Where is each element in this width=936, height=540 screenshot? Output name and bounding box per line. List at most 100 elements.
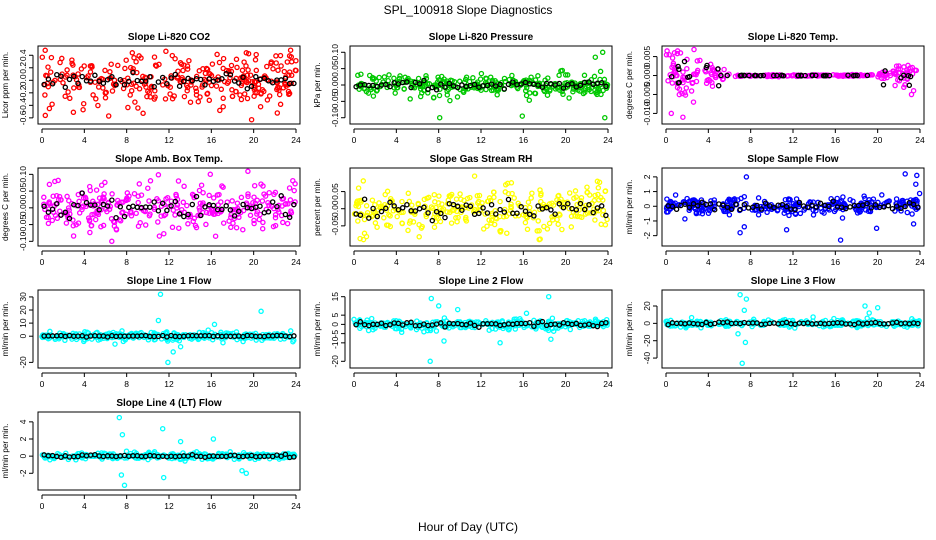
data-point — [155, 317, 162, 324]
data-point — [546, 220, 553, 227]
x-tick-label: 24 — [291, 135, 301, 145]
hourly-mean-point — [581, 206, 588, 213]
hourly-mean-point — [130, 203, 136, 209]
hourly-mean-point — [898, 205, 904, 212]
hourly-mean-point — [560, 204, 567, 211]
data-point — [118, 472, 125, 478]
hourly-mean-point — [357, 319, 364, 325]
data-point — [458, 196, 464, 202]
data-point — [421, 329, 427, 335]
y-axis: -0.10-0.050.000.050.10 — [18, 166, 34, 251]
data-point — [735, 197, 741, 203]
y-tick-label: 0.0 — [18, 74, 28, 86]
hourly-mean-point — [41, 81, 47, 88]
hourly-mean-point — [265, 209, 272, 215]
data-point — [140, 73, 146, 80]
y-tick-label: 0.2 — [18, 62, 28, 74]
hourly-mean-point — [206, 76, 212, 82]
data-point — [555, 221, 561, 227]
data-point — [259, 225, 266, 232]
y-tick-label: -2 — [642, 232, 652, 240]
data-point — [70, 109, 77, 116]
data-point — [233, 88, 239, 95]
hourly-mean-point — [66, 215, 73, 222]
data-point — [726, 212, 733, 218]
data-point — [525, 199, 532, 205]
data-point — [272, 214, 279, 221]
data-point — [386, 212, 392, 218]
hourly-mean-point — [577, 82, 584, 89]
data-point — [127, 92, 133, 98]
hourly-mean-point — [737, 206, 743, 213]
data-point — [471, 173, 478, 179]
hourly-mean-point — [223, 203, 229, 209]
data-point — [536, 228, 542, 234]
y-tick-label: 0.10 — [18, 166, 28, 183]
x-axis: 0 4 8 12 16 20 24 — [664, 372, 925, 389]
data-point — [218, 199, 224, 205]
y-tick-label: 0 — [642, 321, 652, 326]
data-point — [244, 72, 251, 79]
data-point — [688, 88, 695, 94]
data-point — [558, 85, 565, 91]
data-point — [892, 69, 899, 76]
data-point — [572, 188, 579, 194]
hourly-mean-point — [383, 81, 389, 88]
hourly-mean-point — [159, 200, 166, 207]
y-axis-label: ml/min per min. — [625, 302, 634, 357]
y-tick-label: -5 — [330, 330, 340, 338]
data-point — [64, 67, 70, 73]
hourly-mean-point — [699, 321, 705, 328]
hourly-mean-point — [58, 212, 64, 218]
data-point — [105, 113, 112, 119]
data-point — [710, 200, 716, 206]
panel-5: Slope Gas Stream RH percent per min. 0 4 8 12… — [313, 154, 613, 267]
hourly-mean-point — [282, 451, 289, 458]
data-point — [66, 197, 72, 204]
data-point — [95, 201, 101, 208]
data-point — [80, 203, 87, 209]
data-point — [355, 185, 362, 191]
x-tick-label: 12 — [788, 257, 798, 267]
hourly-mean-point — [724, 204, 731, 210]
data-point — [683, 85, 690, 91]
hourly-mean-point — [193, 193, 200, 200]
hourly-mean-point — [728, 206, 735, 213]
hourly-mean-point — [399, 205, 406, 211]
hourly-mean-point — [906, 199, 913, 206]
hourly-mean-point — [92, 72, 98, 79]
data-point — [879, 192, 885, 198]
hourly-mean-point — [168, 203, 174, 209]
hourly-mean-point — [62, 209, 69, 216]
data-point — [138, 55, 144, 61]
hourly-mean-point — [915, 320, 921, 327]
data-point — [46, 199, 53, 205]
data-point — [42, 47, 48, 54]
data-point — [892, 82, 898, 89]
hourly-mean-point — [231, 213, 238, 219]
data-point — [462, 204, 469, 211]
data-point — [526, 97, 533, 103]
data-point — [100, 85, 106, 91]
hourly-mean-point — [257, 76, 263, 83]
hourly-mean-point — [387, 199, 393, 206]
data-point — [216, 59, 223, 66]
data-point — [251, 194, 257, 200]
hourly-mean-point — [518, 204, 524, 210]
data-point — [386, 72, 392, 78]
hourly-mean-point — [594, 80, 601, 87]
x-tick-label: 16 — [207, 379, 217, 389]
hourly-mean-point — [54, 200, 60, 207]
data-point — [415, 75, 422, 82]
data-point — [259, 198, 266, 204]
data-point — [243, 50, 250, 56]
plot-frame — [661, 167, 925, 247]
data-points — [663, 171, 923, 243]
panel-2: Slope Li-820 Pressure kPa per min. 0 4 8 12 16… — [313, 32, 613, 145]
data-point — [431, 191, 438, 198]
data-point — [208, 82, 215, 89]
x-tick-label: 8 — [436, 257, 441, 267]
data-point — [95, 84, 102, 90]
data-point — [102, 90, 109, 96]
y-tick-label: 10 — [18, 318, 28, 328]
